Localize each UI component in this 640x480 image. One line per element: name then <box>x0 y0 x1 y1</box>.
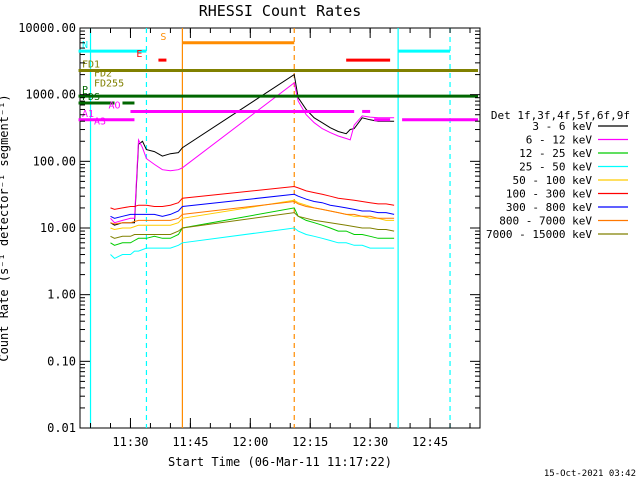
x-tick-label: 12:45 <box>412 435 448 449</box>
x-tick-label: 11:30 <box>112 435 148 449</box>
legend-entry-label: 12 - 25 keV <box>519 147 592 160</box>
series-line <box>110 200 395 225</box>
flag-bar-label: FD1 <box>82 60 100 71</box>
flag-bar-label: PDS <box>82 92 100 103</box>
footer-timestamp: 15-Oct-2021 03:42 <box>544 469 636 479</box>
legend-entry-label: 800 - 7000 keV <box>499 215 592 228</box>
flag-bar-label: P <box>82 85 88 96</box>
y-tick-label: 0.10 <box>47 354 76 368</box>
flag-bar-label: N <box>82 40 88 51</box>
flag-bar-label: S <box>160 32 166 43</box>
y-tick-label: 10.00 <box>40 221 76 235</box>
legend-entry-label: 3 - 6 keV <box>532 120 592 133</box>
flag-bar-label: FD2 <box>94 68 112 79</box>
flag-bar-label: AO <box>108 100 120 111</box>
axis-layer: 10000.00 1000.00 100.00 10.00 1.00 0.10 0.01 11… <box>18 21 480 449</box>
flag-bar-label: FD255 <box>94 78 124 89</box>
chart-title: RHESSI Count Rates <box>199 2 362 20</box>
y-axis-label: Count Rate (s⁻¹ detector⁻¹ segment⁻¹) <box>0 94 11 361</box>
y-tick-label: 1.00 <box>47 288 76 302</box>
series-line <box>110 207 395 246</box>
series-line <box>110 82 395 224</box>
plot-area <box>79 27 481 429</box>
flag-bar-label: A1 <box>82 109 94 120</box>
y-tick-label: 100.00 <box>33 154 76 168</box>
flag-bar-label: A3 <box>94 117 106 128</box>
legend-title: Det 1f,3f,4f,5f,6f,9f <box>491 109 630 122</box>
legend-entry-label: 300 - 800 keV <box>506 201 592 214</box>
series-line <box>110 185 395 210</box>
x-tick-label: 11:45 <box>172 435 208 449</box>
series-line <box>110 227 395 260</box>
legend-entry-label: 7000 - 15000 keV <box>486 228 592 241</box>
y-tick-label: 10000.00 <box>18 21 76 35</box>
legend-entry-label: 25 - 50 keV <box>519 161 592 174</box>
x-tick-label: 12:15 <box>292 435 328 449</box>
series-line <box>110 193 395 219</box>
legend-entry-label: 50 - 100 keV <box>513 174 593 187</box>
x-tick-label: 12:30 <box>352 435 388 449</box>
flag-bar-label: E <box>136 49 142 60</box>
y-tick-label: 0.01 <box>47 421 76 435</box>
legend-entry-label: 100 - 300 keV <box>506 188 592 201</box>
x-tick-label: 12:00 <box>232 435 268 449</box>
series-line <box>110 212 395 239</box>
y-tick-label: 1000.00 <box>25 88 76 102</box>
series-layer <box>110 73 395 260</box>
legend-entry-label: 6 - 12 keV <box>526 134 593 147</box>
x-axis-label: Start Time (06-Mar-11 11:17:22) <box>168 455 392 469</box>
